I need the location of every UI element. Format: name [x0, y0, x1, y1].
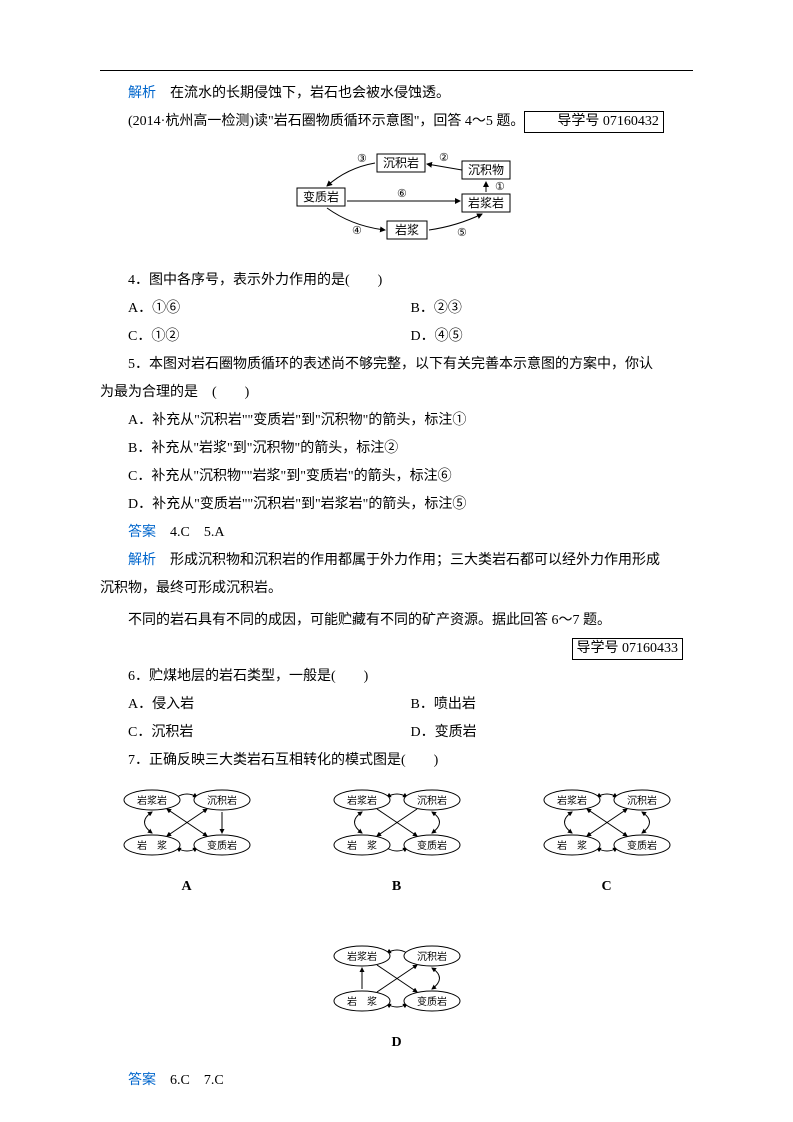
q4-C: C．①②	[128, 323, 411, 351]
svg-text:变质岩: 变质岩	[627, 839, 657, 852]
svg-text:岩浆岩: 岩浆岩	[467, 195, 503, 210]
ref-2-wrap: 导学号 07160433	[100, 635, 683, 663]
svg-text:沉积岩: 沉积岩	[207, 794, 237, 807]
q5-D: D．补充从"变质岩""沉积岩"到"岩浆岩"的箭头，标注⑤	[100, 491, 693, 519]
diagram-A: 岩浆岩 沉积岩岩 浆 变质岩 A	[112, 785, 262, 901]
q4-stem: 4．图中各序号，表示外力作用的是( )	[100, 267, 693, 295]
svg-text:变质岩: 变质岩	[417, 839, 447, 852]
q5-B: B．补充从"岩浆"到"沉积物"的箭头，标注②	[100, 435, 693, 463]
svg-text:沉积岩: 沉积岩	[382, 155, 418, 170]
svg-text:变质岩: 变质岩	[302, 189, 338, 204]
answer-label: 答案	[128, 525, 156, 540]
svg-text:岩 浆: 岩 浆	[347, 839, 377, 852]
q5-stem-2: 为最为合理的是 ( )	[100, 379, 693, 407]
label-A: A	[112, 873, 262, 901]
q4-A: A．①⑥	[128, 295, 411, 323]
svg-text:岩 浆: 岩 浆	[557, 839, 587, 852]
analysis-label-2: 解析	[128, 553, 156, 568]
q6-B: B．喷出岩	[411, 691, 694, 719]
q5-C: C．补充从"沉积物""岩浆"到"变质岩"的箭头，标注⑥	[100, 463, 693, 491]
svg-text:岩浆岩: 岩浆岩	[557, 794, 587, 807]
q5-stem-1: 5．本图对岩石圈物质循环的表述尚不够完整，以下有关完善本示意图的方案中，你认	[100, 351, 693, 379]
svg-text:岩浆岩: 岩浆岩	[137, 794, 167, 807]
analysis-45-l2: 沉积物，最终可形成沉积岩。	[100, 575, 693, 603]
diagram-D: 岩浆岩 沉积岩岩 浆 变质岩 D	[322, 941, 472, 1057]
svg-text:③: ③	[357, 153, 367, 165]
q6-row2: C．沉积岩 D．变质岩	[128, 719, 693, 747]
svg-text:岩 浆: 岩 浆	[347, 995, 377, 1008]
svg-text:②: ②	[439, 152, 449, 164]
svg-text:沉积岩: 沉积岩	[417, 794, 447, 807]
svg-text:变质岩: 变质岩	[417, 995, 447, 1008]
svg-text:岩浆岩: 岩浆岩	[347, 794, 377, 807]
analysis-1: 解析 在流水的长期侵蚀下，岩石也会被水侵蚀透。	[100, 80, 693, 108]
q4-row2: C．①② D．④⑤	[128, 323, 693, 351]
ref-2: 导学号 07160433	[572, 638, 684, 660]
svg-text:沉积物: 沉积物	[467, 163, 503, 177]
intro-1: (2014·杭州高一检测)读"岩石圈物质循环示意图"，回答 4～5 题。导学号 …	[100, 108, 693, 136]
q6-D: D．变质岩	[411, 719, 694, 747]
intro-1-text: (2014·杭州高一检测)读"岩石圈物质循环示意图"，回答 4～5 题。	[128, 114, 524, 129]
svg-text:岩浆岩: 岩浆岩	[347, 950, 377, 963]
svg-text:岩 浆: 岩 浆	[137, 839, 167, 852]
analysis-45-l1: 形成沉积物和沉积岩的作用都属于外力作用；三大类岩石都可以经外力作用形成	[170, 553, 660, 568]
answer-67: 答案 6.C 7.C	[128, 1067, 693, 1095]
q5-A: A．补充从"沉积岩""变质岩"到"沉积物"的箭头，标注①	[100, 407, 693, 435]
diagram-B: 岩浆岩 沉积岩岩 浆 变质岩 B	[322, 785, 472, 901]
q4-D: D．④⑤	[411, 323, 694, 351]
analysis-45: 解析 形成沉积物和沉积岩的作用都属于外力作用；三大类岩石都可以经外力作用形成	[100, 547, 693, 575]
analysis-1-text: 在流水的长期侵蚀下，岩石也会被水侵蚀透。	[170, 86, 450, 101]
label-C: C	[532, 873, 682, 901]
answer-45: 答案 4.C 5.A	[128, 519, 693, 547]
svg-text:沉积岩: 沉积岩	[417, 950, 447, 963]
svg-text:⑤: ⑤	[457, 227, 467, 239]
svg-text:沉积岩: 沉积岩	[627, 794, 657, 807]
svg-text:⑥: ⑥	[397, 188, 407, 200]
q7-stem: 7．正确反映三大类岩石互相转化的模式图是( )	[100, 747, 693, 775]
answer-label-2: 答案	[128, 1073, 156, 1088]
svg-text:变质岩: 变质岩	[207, 839, 237, 852]
q6-C: C．沉积岩	[128, 719, 411, 747]
answer-45-text: 4.C 5.A	[170, 525, 224, 540]
q7-diagrams: 岩浆岩沉积岩岩 浆变质岩 A 岩浆岩沉积岩岩 浆变质岩 B 岩浆岩沉积岩岩 浆变…	[100, 785, 693, 1057]
answer-67-text: 6.C 7.C	[170, 1073, 224, 1088]
ref-1: 导学号 07160432	[524, 111, 664, 133]
svg-text:岩浆: 岩浆	[394, 222, 418, 237]
q6-stem: 6．贮煤地层的岩石类型，一般是( )	[100, 663, 693, 691]
q6-A: A．侵入岩	[128, 691, 411, 719]
analysis-label: 解析	[128, 86, 156, 101]
svg-text:④: ④	[352, 225, 362, 237]
intro-2: 不同的岩石具有不同的成因，可能贮藏有不同的矿产资源。据此回答 6～7 题。	[100, 607, 693, 635]
main-diagram: 沉积岩 沉积物 变质岩 岩浆岩 岩浆 ② ③ ① ⑥ ④ ⑤	[100, 146, 693, 257]
svg-text:①: ①	[495, 181, 505, 193]
label-D: D	[322, 1029, 472, 1057]
q4-row1: A．①⑥ B．②③	[128, 295, 693, 323]
diagram-C: 岩浆岩 沉积岩岩 浆 变质岩 C	[532, 785, 682, 901]
q6-row1: A．侵入岩 B．喷出岩	[128, 691, 693, 719]
label-B: B	[322, 873, 472, 901]
top-border	[100, 70, 693, 71]
q4-B: B．②③	[411, 295, 694, 323]
